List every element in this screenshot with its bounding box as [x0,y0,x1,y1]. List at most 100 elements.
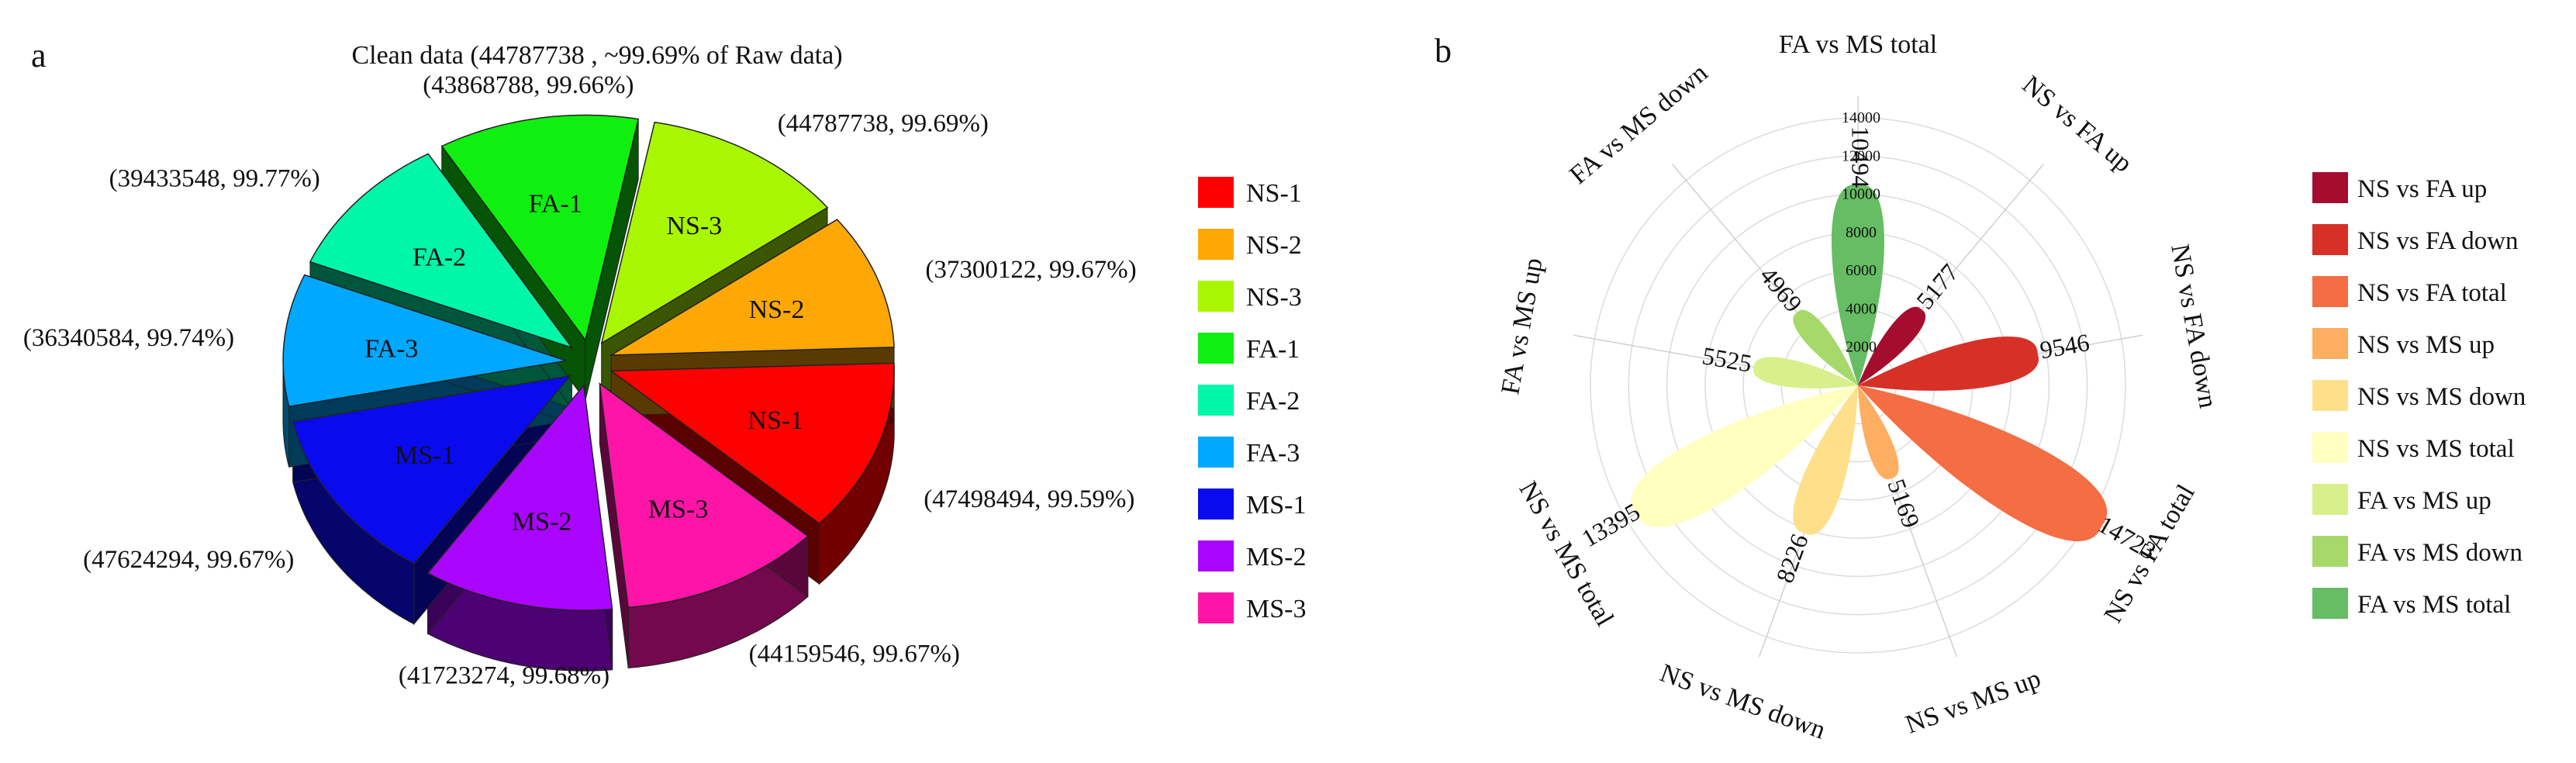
radial-tick-10000: 10000 [1842,186,1880,203]
petal-value-ns-vs-fa-down: 9546 [2038,328,2091,364]
petal-value-fa-vs-ms-up: 5525 [1700,341,1753,378]
pie-slice-ms-3 [599,382,810,609]
angular-label-fa-vs-ms-up: FA vs MS up [1496,256,1548,397]
petal-legend-swatch-ns-vs-ms-up [2312,328,2348,359]
pie-tops: NS-1 MS-3 MS-2 MS-1 FA-3 FA-2 FA-1 NS-3 NS-2 [282,114,895,611]
petal-legend-swatch-ns-vs-ms-total [2312,432,2348,463]
pie-slice-label-fa-3: FA-3 [364,335,418,364]
pie-legend-label-ms-2: MS-2 [1246,543,1306,571]
pie-slice-ms-2 [426,384,613,611]
petal-ns-vs-ms-down [1793,385,1858,535]
angular-label-ns-vs-ms-total: NS vs MS total [1514,477,1619,631]
radial-tick-labels: 2000 4000 6000 8000 10000 12000 14000 [1842,109,1880,356]
angular-label-ns-vs-fa-down: NS vs FA down [2165,242,2222,410]
petal-ns-vs-fa-total [1858,385,2108,542]
petal-legend-label-ns-vs-fa-total: NS vs FA total [2357,279,2507,307]
pie-slice-label-ms-2: MS-2 [512,508,571,537]
petal-value-ns-vs-ms-down: 8226 [1770,530,1814,586]
petals [1631,184,2108,542]
petal-value-ns-vs-ms-up: 5169 [1882,475,1925,531]
pie-callout-ns-2: (37300122, 99.67%) [925,256,1136,284]
pie-slice-label-ms-1: MS-1 [395,441,454,470]
pie-legend-swatch-fa-2 [1198,385,1234,416]
pie-callout-ms-1: (47624294, 99.67%) [83,546,294,574]
pie-legend-swatch-ns-3 [1198,281,1234,312]
pie-legend-swatch-ns-2 [1198,229,1234,260]
pie-legend-label-ns-2: NS-2 [1246,231,1302,260]
petal-ns-vs-fa-up [1858,306,1926,385]
petal-legend-label-fa-vs-ms-down: FA vs MS down [2357,539,2522,567]
pie-slice-ns-2 [609,219,895,356]
petal-fa-vs-ms-up [1753,357,1858,388]
pie-legend-label-ns-3: NS-3 [1246,283,1302,312]
petal-value-ns-vs-ms-total: 13395 [1577,497,1645,552]
pie-legend-swatch-ms-3 [1198,592,1234,623]
radial-tick-8000: 8000 [1846,224,1877,241]
petal-legend-swatch-fa-vs-ms-total [2312,588,2348,619]
pie-slice-label-ns-2: NS-2 [749,295,805,324]
pie-slice-label-ms-3: MS-3 [648,495,708,524]
petal-legend-swatch-ns-vs-fa-up [2312,172,2348,203]
pie-callout-ms-2: (41723274, 99.68%) [399,662,609,690]
pie-callout-fa-3: (36340584, 99.74%) [23,324,234,352]
radial-tick-14000: 14000 [1842,109,1880,126]
angular-label-fa-vs-ms-down: FA vs MS down [1564,58,1713,189]
pie-callout-ms-3: (44159546, 99.67%) [749,640,960,668]
petal-ns-vs-ms-total [1631,385,1858,527]
petal-ns-vs-ms-up [1858,385,1899,480]
pie-slice-ns-1 [609,362,895,524]
pie-callouts: (47498494, 99.59%) (44159546, 99.67%) (417… [23,71,1137,690]
petal-panel: b 2000 4000 6000 8000 10000 12000 14000 5177 95… [1435,30,2526,745]
petal-value-ns-vs-fa-up: 5177 [1911,258,1964,314]
angular-label-fa-vs-ms-total: FA vs MS total [1779,30,1937,59]
pie-panel: a Clean data (44787738 , ~99.69% of Raw … [23,36,1307,690]
pie-title: Clean data (44787738 , ~99.69% of Raw da… [351,41,842,70]
petal-value-fa-vs-ms-down: 4969 [1755,261,1808,317]
radial-tick-6000: 6000 [1846,262,1877,279]
petal-fa-vs-ms-total [1831,184,1885,385]
pie-slice-fa-2 [309,153,574,349]
pie-callout-ns-3: (44787738, 99.69%) [778,110,989,138]
pie-legend-swatch-ms-2 [1198,540,1234,571]
pie-legend-swatch-fa-3 [1198,437,1234,468]
pie-slice-fa-1 [440,114,640,342]
petal-legend-swatch-ns-vs-fa-total [2312,276,2348,307]
pie-legend-label-fa-2: FA-2 [1246,387,1300,416]
pie-slice-ns-3 [600,121,829,345]
pie-legend-label-fa-3: FA-3 [1246,439,1300,468]
petal-legend: NS vs FA up NS vs FA down NS vs FA total NS… [2312,172,2526,619]
petal-legend-swatch-ns-vs-ms-down [2312,380,2348,411]
petal-legend-label-ns-vs-fa-down: NS vs FA down [2357,227,2519,255]
pie-callout-fa-1: (43868788, 99.66%) [423,71,634,99]
pie-legend-label-fa-1: FA-1 [1246,335,1300,364]
pie-legend-swatch-fa-1 [1198,333,1234,364]
pie-legend-label-ms-3: MS-3 [1246,595,1306,623]
petal-legend-label-fa-vs-ms-up: FA vs MS up [2357,487,2491,515]
pie-legend: NS-1 NS-2 NS-3 FA-1 FA-2 FA-3 MS-1 MS-2 MS-3 [1198,177,1306,623]
petal-fa-vs-ms-down [1793,309,1858,385]
pie-slice-label-ns-1: NS-1 [748,406,803,435]
petal-legend-label-ns-vs-ms-down: NS vs MS down [2357,383,2526,411]
petal-ns-vs-fa-down [1858,336,2039,391]
petal-value-fa-vs-ms-total: 10494 [1847,126,1875,188]
pie-slice-label-fa-1: FA-1 [529,189,582,218]
pie-legend-swatch-ms-1 [1198,489,1234,520]
petal-legend-label-ns-vs-ms-up: NS vs MS up [2357,331,2495,359]
pie-callout-ns-1: (47498494, 99.59%) [924,485,1134,513]
radial-tick-2000: 2000 [1846,339,1877,356]
pie-slice-label-fa-2: FA-2 [413,243,466,271]
petal-legend-label-ns-vs-fa-up: NS vs FA up [2357,175,2487,203]
angular-label-ns-vs-ms-up: NS vs MS up [1902,664,2045,739]
pie-legend-swatch-ns-1 [1198,177,1234,208]
petal-legend-swatch-fa-vs-ms-up [2312,484,2348,515]
pie-slice-label-ns-3: NS-3 [666,212,722,240]
petal-legend-swatch-ns-vs-fa-down [2312,224,2348,255]
petal-legend-swatch-fa-vs-ms-down [2312,536,2348,567]
radial-tick-4000: 4000 [1846,300,1877,317]
pie-legend-label-ns-1: NS-1 [1246,179,1302,208]
petal-legend-label-fa-vs-ms-total: FA vs MS total [2357,591,2511,619]
angular-label-ns-vs-fa-up: NS vs FA up [2017,71,2138,178]
pie-callout-fa-2: (39433548, 99.77%) [109,164,320,192]
pie-chart: NS-1 MS-3 MS-2 MS-1 FA-3 FA-2 FA-1 NS-3 NS-2 [282,114,895,672]
